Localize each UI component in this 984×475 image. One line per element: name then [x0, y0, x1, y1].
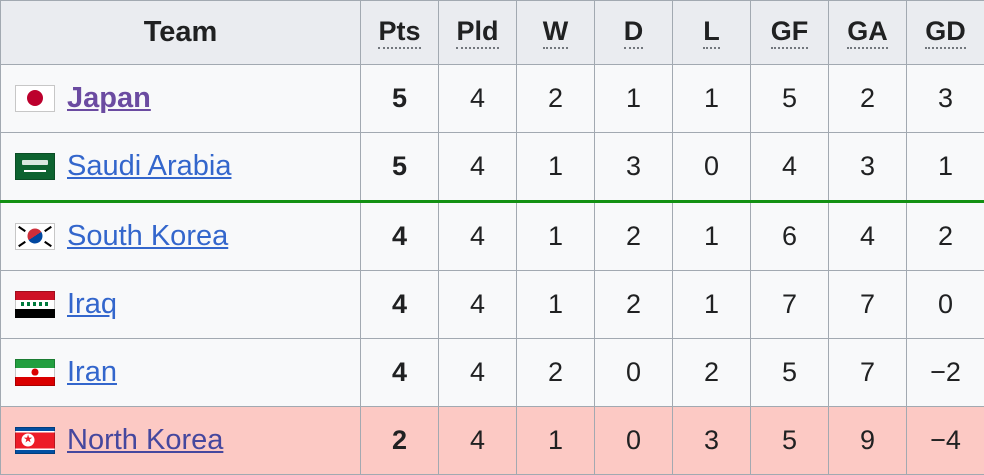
column-header-pts-label: Pts	[378, 17, 420, 49]
column-header-pts: Pts	[361, 1, 439, 65]
column-header-gd: GD	[907, 1, 984, 65]
team-cell: South Korea	[1, 202, 361, 271]
cell-gd: 1	[907, 133, 984, 202]
team-cell: Iraq	[1, 271, 361, 339]
cell-pts: 4	[361, 202, 439, 271]
cell-d: 2	[595, 271, 673, 339]
cell-l: 1	[673, 202, 751, 271]
cell-l: 0	[673, 133, 751, 202]
cell-l: 3	[673, 407, 751, 475]
cell-l: 2	[673, 339, 751, 407]
team-link[interactable]: Saudi Arabia	[67, 151, 231, 183]
table-row: Iran 4 4 2 0 2 5 7 −2	[1, 339, 984, 407]
cell-ga: 4	[829, 202, 907, 271]
cell-pld: 4	[439, 133, 517, 202]
flag-japan-icon	[15, 85, 55, 112]
cell-gd: 2	[907, 202, 984, 271]
column-header-d-label: D	[624, 17, 644, 49]
cell-w: 1	[517, 202, 595, 271]
column-header-l: L	[673, 1, 751, 65]
cell-pts: 5	[361, 65, 439, 133]
cell-gf: 7	[751, 271, 829, 339]
cell-pld: 4	[439, 202, 517, 271]
cell-gf: 5	[751, 407, 829, 475]
column-header-team: Team	[1, 1, 361, 65]
cell-pts: 4	[361, 339, 439, 407]
cell-l: 1	[673, 271, 751, 339]
column-header-team-label: Team	[144, 16, 218, 48]
cell-pts: 2	[361, 407, 439, 475]
cell-ga: 9	[829, 407, 907, 475]
cell-w: 2	[517, 339, 595, 407]
table-row: ★ North Korea 2 4 1 0 3 5 9 −4	[1, 407, 984, 475]
cell-gd: 0	[907, 271, 984, 339]
cell-gd: 3	[907, 65, 984, 133]
team-cell: Japan	[1, 65, 361, 133]
column-header-w-label: W	[543, 17, 568, 49]
team-cell: ★ North Korea	[1, 407, 361, 475]
column-header-w: W	[517, 1, 595, 65]
table-row: Saudi Arabia 5 4 1 3 0 4 3 1	[1, 133, 984, 202]
cell-w: 1	[517, 133, 595, 202]
table-body: Japan 5 4 2 1 1 5 2 3 Saudi Arabia	[1, 65, 984, 475]
column-header-gd-label: GD	[925, 17, 966, 49]
column-header-pld-label: Pld	[456, 17, 498, 49]
cell-pts: 4	[361, 271, 439, 339]
column-header-ga-label: GA	[847, 17, 888, 49]
table-row: South Korea 4 4 1 2 1 6 4 2	[1, 202, 984, 271]
flag-iran-icon	[15, 359, 55, 386]
cell-pld: 4	[439, 339, 517, 407]
cell-gf: 4	[751, 133, 829, 202]
cell-w: 2	[517, 65, 595, 133]
cell-d: 0	[595, 407, 673, 475]
cell-d: 0	[595, 339, 673, 407]
cell-l: 1	[673, 65, 751, 133]
column-header-gf-label: GF	[771, 17, 809, 49]
cell-d: 3	[595, 133, 673, 202]
cell-ga: 7	[829, 271, 907, 339]
column-header-pld: Pld	[439, 1, 517, 65]
flag-south-korea-icon	[15, 223, 55, 250]
table-row: Japan 5 4 2 1 1 5 2 3	[1, 65, 984, 133]
flag-iraq-icon	[15, 291, 55, 318]
cell-gd: −2	[907, 339, 984, 407]
team-cell: Iran	[1, 339, 361, 407]
table-header: Team Pts Pld W D L GF GA	[1, 1, 984, 65]
cell-w: 1	[517, 407, 595, 475]
cell-gd: −4	[907, 407, 984, 475]
column-header-gf: GF	[751, 1, 829, 65]
flag-north-korea-icon: ★	[15, 427, 55, 454]
cell-ga: 2	[829, 65, 907, 133]
team-link[interactable]: South Korea	[67, 221, 228, 253]
cell-d: 1	[595, 65, 673, 133]
cell-pld: 4	[439, 65, 517, 133]
flag-saudi-arabia-icon	[15, 153, 55, 180]
column-header-l-label: L	[703, 17, 720, 49]
cell-d: 2	[595, 202, 673, 271]
cell-gf: 5	[751, 339, 829, 407]
column-header-ga: GA	[829, 1, 907, 65]
cell-pld: 4	[439, 271, 517, 339]
cell-pld: 4	[439, 407, 517, 475]
team-link[interactable]: Japan	[67, 83, 151, 115]
header-row: Team Pts Pld W D L GF GA	[1, 1, 984, 65]
column-header-d: D	[595, 1, 673, 65]
team-link[interactable]: Iraq	[67, 289, 117, 321]
cell-gf: 5	[751, 65, 829, 133]
cell-ga: 7	[829, 339, 907, 407]
cell-ga: 3	[829, 133, 907, 202]
team-link[interactable]: Iran	[67, 357, 117, 389]
table-row: Iraq 4 4 1 2 1 7 7 0	[1, 271, 984, 339]
team-cell: Saudi Arabia	[1, 133, 361, 202]
cell-gf: 6	[751, 202, 829, 271]
cell-w: 1	[517, 271, 595, 339]
team-link[interactable]: North Korea	[67, 425, 223, 457]
cell-pts: 5	[361, 133, 439, 202]
